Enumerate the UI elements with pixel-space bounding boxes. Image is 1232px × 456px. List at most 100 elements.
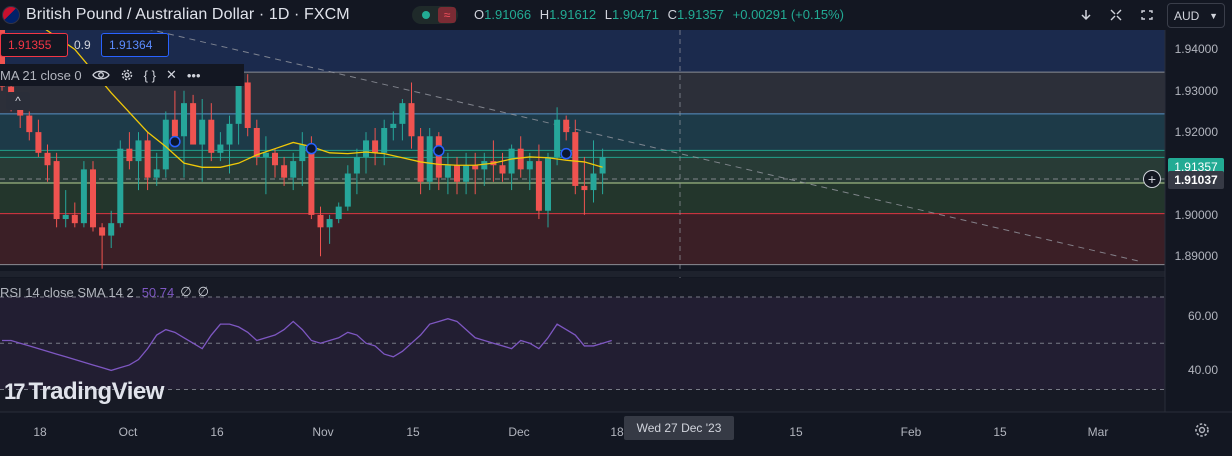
candle-body-36 (326, 219, 333, 228)
candle-body-20 (181, 103, 187, 137)
header-background (0, 0, 1232, 30)
close-icon[interactable]: ✕ (165, 67, 177, 82)
candle-body-42 (381, 127, 388, 153)
chevron-up-icon[interactable]: ^ (6, 92, 30, 110)
buy-price-button[interactable]: 1.91364 (101, 33, 169, 57)
fullscreen-icon[interactable] (1104, 3, 1128, 27)
spread-value: 0.9 (74, 38, 91, 52)
candle-body-14 (126, 148, 133, 162)
ma-indicator-legend[interactable]: MA 21 close 0 { } ✕ ••• (0, 64, 244, 86)
candle-body-41 (372, 140, 379, 153)
tradingview-logo: 17 TradingView (4, 378, 164, 406)
price-tick-label: 1.93000 (1174, 83, 1218, 98)
candle-body-12 (108, 223, 115, 236)
candle-body-57 (517, 148, 524, 170)
candle-body-37 (335, 206, 342, 220)
rsi-indicator-legend[interactable]: RSI 14 close SMA 14 2 50.74 ∅ ∅ (0, 283, 209, 301)
candle-body-2 (17, 107, 24, 116)
candle-body-17 (153, 169, 160, 178)
candle-body-6 (53, 161, 60, 220)
price-axis-background (1165, 30, 1232, 412)
watermark-text: TradingView (28, 378, 164, 405)
candle-body-35 (317, 214, 324, 228)
crosshair-plus-icon[interactable]: + (1143, 170, 1161, 188)
chevron-down-icon: ▼ (1209, 10, 1218, 21)
close-value: 1.91357 (677, 7, 725, 22)
flag-icon (2, 6, 20, 24)
high-value: 1.91612 (549, 7, 597, 22)
candle-body-19 (171, 119, 178, 137)
sell-price-button[interactable]: 1.91355 (0, 33, 68, 57)
ma-marker-0 (169, 135, 181, 148)
settings-icon[interactable] (1192, 420, 1212, 440)
time-tick-label: 15 (406, 425, 420, 439)
candle-body-4 (35, 132, 42, 153)
screenshot-icon[interactable] (1135, 3, 1159, 27)
candle-body-48 (435, 136, 442, 178)
candle-body-8 (71, 214, 78, 224)
candle-body-60 (545, 156, 551, 211)
gear-icon[interactable] (120, 68, 134, 82)
ma-label: MA 21 close 0 (0, 67, 82, 83)
candle-body-23 (208, 119, 215, 153)
candle-body-46 (417, 136, 424, 182)
candle-body-22 (199, 119, 206, 145)
low-value: 1.90471 (612, 7, 659, 22)
candle-body-50 (454, 165, 460, 182)
time-tick-label: 18 (610, 425, 624, 439)
candle-body-58 (526, 161, 533, 170)
candle-body-26 (235, 82, 242, 124)
time-tick-label: Dec (508, 425, 530, 439)
rsi-na-2: ∅ (197, 284, 209, 299)
candle-body-5 (44, 152, 51, 166)
change-value: +0.00291 (+0.15%) (732, 7, 844, 22)
rsi-na-1: ∅ (180, 284, 192, 299)
candle-body-21 (190, 103, 197, 145)
candle-body-51 (463, 165, 470, 182)
price-tick-label: 1.90000 (1174, 207, 1218, 222)
candle-body-7 (62, 214, 69, 220)
currency-select[interactable]: AUD ▼ (1167, 3, 1225, 28)
candle-body-25 (226, 123, 233, 145)
pane-separator (0, 271, 1165, 277)
symbol-title[interactable]: British Pound / Australian Dollar · 1D ·… (26, 6, 350, 23)
time-tick-label: 15 (993, 425, 1007, 439)
open-value: 1.91066 (484, 7, 532, 22)
market-status-pill[interactable]: ≈ (412, 6, 458, 24)
ma-marker-3 (560, 147, 572, 160)
candle-body-10 (90, 169, 96, 228)
time-tick-label: Feb (900, 425, 922, 439)
wave-icon: ≈ (438, 7, 456, 23)
open-key: O (474, 7, 485, 22)
candle-body-24 (217, 144, 224, 153)
candle-body-11 (99, 227, 106, 236)
price-band-6 (0, 213, 1165, 265)
arrow-down-icon[interactable] (1074, 3, 1098, 27)
tradingview-mark-icon: 17 (4, 379, 26, 404)
candle-body-34 (308, 144, 315, 215)
braces-icon[interactable]: { } (143, 67, 156, 83)
time-tick-label: Mar (1087, 425, 1109, 439)
candle-body-3 (26, 115, 33, 133)
eye-icon[interactable] (91, 69, 110, 81)
price-tick-label: 1.92000 (1174, 125, 1218, 140)
candle-body-38 (344, 173, 351, 207)
candle-body-59 (535, 161, 542, 211)
candle-body-18 (162, 119, 169, 170)
crosshair-price-tag: 1.91037 (1168, 171, 1224, 189)
candle-body-27 (244, 82, 251, 128)
crosshair-date-tag: Wed 27 Dec '23 (624, 416, 734, 440)
ohlc-legend: O1.91066 H1.91612 L1.90471 C1.91357 +0.0… (474, 7, 849, 22)
more-icon[interactable]: ••• (186, 67, 201, 83)
rsi-label: RSI 14 close SMA 14 2 (0, 284, 134, 300)
ma-marker-2 (433, 144, 445, 157)
rsi-value: 50.74 (141, 284, 175, 300)
time-tick-label: Nov (312, 425, 334, 439)
candle-body-47 (426, 136, 433, 182)
candle-body-33 (299, 144, 306, 162)
candle-body-66 (599, 156, 606, 174)
candle-body-55 (499, 165, 506, 174)
rsi-tick-label: 60.00 (1187, 309, 1218, 323)
